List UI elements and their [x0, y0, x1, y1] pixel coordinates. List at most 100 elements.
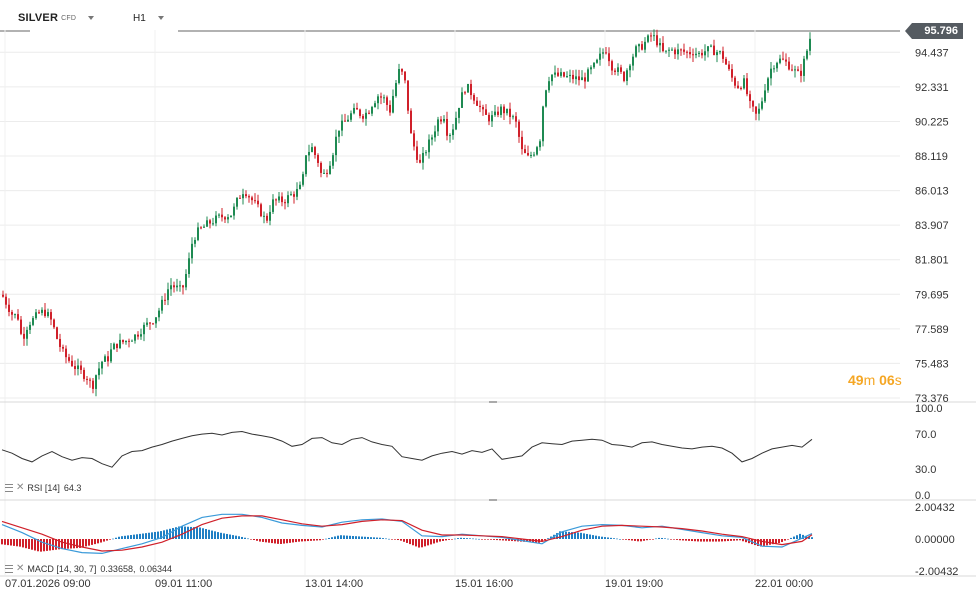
candle-body	[740, 87, 742, 89]
macd-histogram-bar	[217, 532, 219, 539]
candle-body	[257, 200, 259, 205]
price-candle	[566, 71, 568, 79]
macd-histogram-bar	[493, 539, 495, 540]
price-candle	[599, 47, 601, 66]
candle-body	[641, 44, 643, 50]
macd-histogram-bar	[709, 539, 711, 542]
macd-histogram-bar	[421, 539, 423, 548]
macd-histogram-bar	[586, 533, 588, 539]
price-candle	[425, 149, 427, 156]
menu-icon[interactable]	[5, 564, 13, 573]
price-candle	[116, 343, 118, 353]
candle-body	[674, 49, 676, 55]
macd-histogram-bar	[694, 539, 696, 542]
timeframe-selector[interactable]: H1	[133, 10, 164, 26]
candle-body	[89, 379, 91, 381]
macd-histogram-bar	[205, 529, 207, 539]
candle-body	[392, 95, 394, 113]
price-candle	[413, 130, 415, 151]
candle-body	[620, 67, 622, 72]
candle-body	[371, 107, 373, 114]
candle-body	[791, 69, 793, 71]
macd-value: 0.33658	[100, 563, 133, 574]
candle-body	[686, 51, 688, 53]
menu-icon[interactable]	[5, 483, 13, 492]
macd-histogram-bar	[391, 539, 393, 540]
macd-histogram-bar	[802, 534, 804, 539]
candle-body	[290, 194, 292, 196]
candle-body	[2, 294, 4, 297]
macd-histogram-bar	[451, 539, 453, 540]
macd-histogram-bar	[442, 539, 444, 541]
candle-body	[704, 51, 706, 56]
price-candle	[386, 95, 388, 111]
candle-body	[725, 58, 727, 65]
price-candle	[767, 76, 769, 93]
macd-histogram-bar	[760, 539, 762, 547]
candle-body	[245, 194, 247, 197]
price-candle	[680, 48, 682, 56]
macd-histogram-bar	[82, 539, 84, 548]
macd-histogram-bar	[163, 530, 165, 539]
candle-body	[338, 130, 340, 137]
price-candle	[260, 202, 262, 218]
macd-histogram-bar	[280, 539, 282, 544]
macd-histogram-bar	[601, 536, 603, 539]
y-tick-label: 86.013	[915, 186, 949, 198]
price-candle	[635, 44, 637, 58]
price-candle	[740, 86, 742, 91]
rsi-legend[interactable]: ✕ RSI [14] 64.3	[5, 482, 81, 493]
price-candle	[572, 70, 574, 84]
candle-body	[68, 357, 70, 361]
price-candle	[707, 46, 709, 58]
candle-body	[92, 380, 94, 389]
candle-body	[164, 299, 166, 301]
macd-legend[interactable]: ✕ MACD [14, 30, 7] 0.33658, 0.06344	[5, 563, 172, 574]
price-candle	[383, 94, 385, 104]
candle-body	[701, 52, 703, 56]
price-candle	[68, 353, 70, 363]
candle-body	[764, 90, 766, 102]
price-candle	[275, 198, 277, 206]
candle-body	[296, 189, 298, 197]
price-candle	[59, 333, 61, 352]
candle-body	[200, 227, 202, 229]
macd-histogram-bar	[4, 539, 6, 545]
candle-body	[572, 74, 574, 80]
macd-histogram-bar	[484, 539, 486, 540]
price-candle	[353, 103, 355, 115]
price-candle	[776, 61, 778, 72]
macd-histogram-bar	[622, 539, 624, 540]
macd-histogram-bar	[292, 539, 294, 543]
price-candle	[122, 339, 124, 345]
macd-histogram-bar	[286, 539, 288, 544]
price-candle	[428, 134, 430, 159]
price-candle	[308, 144, 310, 162]
macd-histogram-bar	[646, 539, 648, 541]
price-candle	[551, 74, 553, 86]
candle-body	[227, 217, 229, 220]
close-icon[interactable]: ✕	[16, 482, 25, 493]
price-candle	[77, 358, 79, 376]
candle-body	[680, 49, 682, 51]
macd-histogram-bar	[340, 535, 342, 539]
candle-body	[503, 106, 505, 114]
symbol-selector[interactable]: SILVER CFD	[18, 10, 95, 26]
candle-body	[401, 68, 403, 72]
price-candle	[683, 43, 685, 55]
candle-body	[104, 356, 106, 362]
candle-body	[224, 217, 226, 220]
price-candle	[356, 102, 358, 110]
candle-body	[263, 215, 265, 217]
symbol-tag: CFD	[61, 14, 77, 22]
macd-histogram-bar	[253, 539, 255, 541]
price-candle	[401, 68, 403, 75]
close-icon[interactable]: ✕	[16, 563, 25, 574]
candle-body	[281, 196, 283, 203]
price-candle	[8, 298, 10, 317]
price-candle	[590, 65, 592, 75]
macd-histogram-bar	[46, 539, 48, 551]
macd-histogram-bar	[670, 539, 672, 540]
